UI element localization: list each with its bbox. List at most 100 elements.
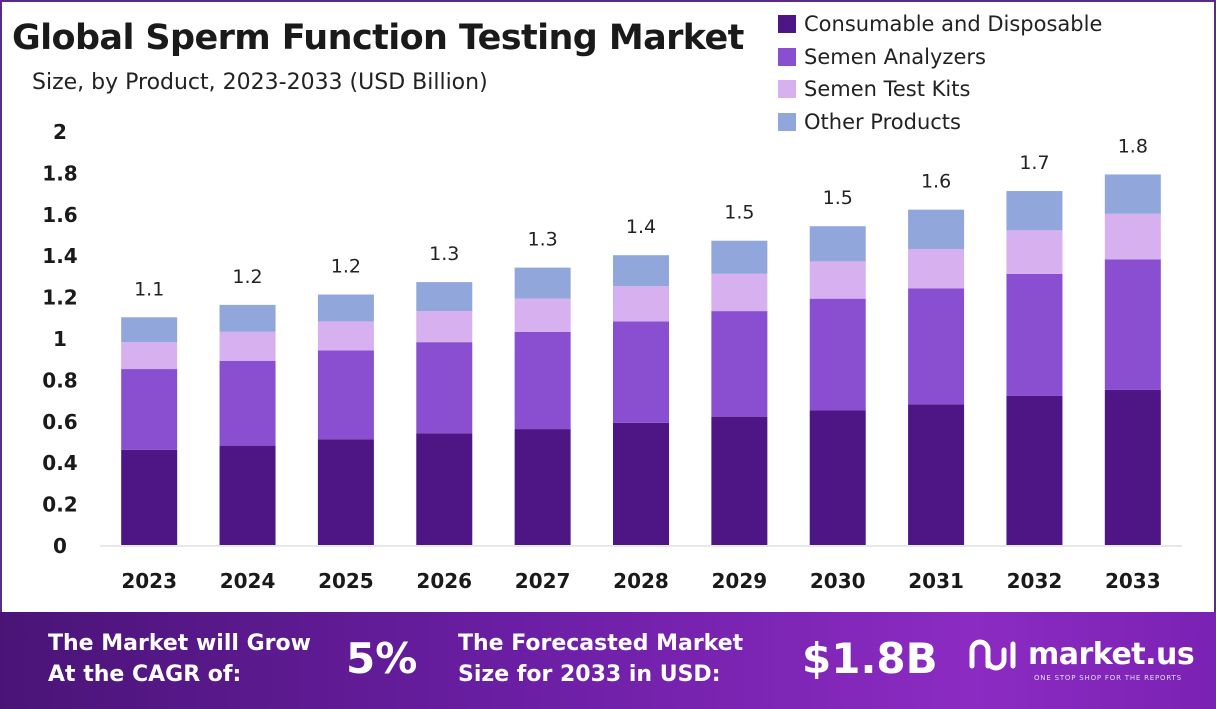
legend-item: Semen Analyzers <box>778 41 1102 74</box>
bar-segment-semen-test-kits <box>711 273 768 312</box>
bar-total-label: 1.3 <box>429 243 459 265</box>
legend-label: Consumable and Disposable <box>804 12 1103 37</box>
bar-segment-semen-analyzers <box>809 298 866 411</box>
cagr-caption: The Market will Grow At the CAGR of: <box>48 628 311 690</box>
bar-segment-semen-analyzers <box>121 369 178 450</box>
market-us-logo-icon <box>969 639 1016 671</box>
bar-segment-other-products <box>219 304 276 332</box>
bar-segment-semen-analyzers <box>908 288 965 405</box>
brand-tagline: ONE STOP SHOP FOR THE REPORTS <box>1034 674 1182 682</box>
bar-segment-other-products <box>514 267 571 299</box>
y-tick-label: 0.4 <box>42 451 77 475</box>
legend-swatch <box>778 112 796 131</box>
bar-segment-semen-test-kits <box>317 321 374 351</box>
bar-segment-semen-analyzers <box>514 331 571 430</box>
y-tick-label: 0.8 <box>42 368 77 392</box>
bar-segment-semen-test-kits <box>1006 230 1063 274</box>
bar-segment-other-products <box>711 240 768 274</box>
bar-segment-consumable-and-disposable <box>121 449 178 545</box>
x-tick-label: 2033 <box>1105 569 1161 593</box>
x-tick-label: 2032 <box>1007 569 1063 593</box>
bar-segment-other-products <box>317 294 374 322</box>
legend-label: Other Products <box>804 109 961 134</box>
chart-title: Global Sperm Function Testing Market <box>12 18 744 58</box>
x-tick-label: 2028 <box>613 569 669 593</box>
legend-label: Semen Analyzers <box>804 44 986 69</box>
y-tick-label: 0.2 <box>42 493 77 517</box>
brand-logo: market.us <box>968 636 1195 672</box>
y-tick-label: 0.6 <box>42 410 77 434</box>
bar-segment-semen-analyzers <box>416 342 473 434</box>
bar-segment-other-products <box>1104 174 1161 214</box>
cagr-caption-line2: At the CAGR of: <box>48 662 242 687</box>
bar-segment-semen-test-kits <box>613 286 669 322</box>
legend-label: Semen Test Kits <box>804 77 971 102</box>
bar-segment-semen-test-kits <box>1104 213 1161 260</box>
x-tick-label: 2025 <box>318 569 374 593</box>
forecast-value: $1.8B <box>802 634 938 683</box>
bar-segment-consumable-and-disposable <box>514 429 571 545</box>
x-tick-label: 2027 <box>515 569 571 593</box>
x-tick-label: 2024 <box>220 569 276 593</box>
y-tick-label: 1.8 <box>42 161 77 185</box>
bar-total-label: 1.2 <box>331 256 361 278</box>
bar-segment-other-products <box>809 226 866 262</box>
y-tick-label: 1.4 <box>42 244 77 268</box>
brand-name: market.us <box>1028 636 1195 672</box>
bar-segment-semen-analyzers <box>613 321 669 423</box>
bar-segment-semen-test-kits <box>514 298 571 332</box>
bar-segment-consumable-and-disposable <box>1104 389 1161 545</box>
bar-total-label: 1.5 <box>724 202 754 224</box>
bar-segment-semen-analyzers <box>711 311 768 417</box>
y-tick-label: 1.6 <box>42 203 77 227</box>
forecast-caption-line1: The Forecasted Market <box>458 631 744 656</box>
bar-segment-other-products <box>1006 191 1063 231</box>
bar-segment-consumable-and-disposable <box>809 410 866 545</box>
y-tick-label: 2 <box>53 120 67 144</box>
y-tick-label: 0 <box>53 534 67 558</box>
legend-item: Consumable and Disposable <box>778 8 1102 41</box>
bar-segment-semen-test-kits <box>416 311 473 343</box>
x-tick-label: 2026 <box>416 569 472 593</box>
y-tick-label: 1 <box>53 327 67 351</box>
bar-segment-semen-test-kits <box>809 261 866 299</box>
bar-segment-other-products <box>416 282 473 312</box>
bar-total-label: 1.1 <box>134 278 164 300</box>
cagr-caption-line1: The Market will Grow <box>48 631 311 656</box>
footer-banner: The Market will Grow At the CAGR of: 5% … <box>0 612 1216 709</box>
bar-segment-consumable-and-disposable <box>1006 395 1063 545</box>
bar-segment-semen-analyzers <box>317 350 374 440</box>
bar-segment-other-products <box>121 317 178 343</box>
bar-segment-consumable-and-disposable <box>219 445 276 545</box>
bar-segment-consumable-and-disposable <box>416 433 473 545</box>
bar-total-label: 1.7 <box>1019 152 1049 174</box>
chart-subtitle: Size, by Product, 2023-2033 (USD Billion… <box>32 70 488 95</box>
bar-segment-consumable-and-disposable <box>908 404 965 545</box>
x-tick-label: 2030 <box>810 569 866 593</box>
bar-total-label: 1.8 <box>1118 135 1148 157</box>
legend-swatch <box>778 47 796 66</box>
bar-total-label: 1.5 <box>823 187 853 209</box>
stacked-bar-chart: 0 0.2 0.4 0.6 0.8 1 1.2 1.4 1.6 1.8 2 1.1 2023 1.2 202… <box>42 120 1182 593</box>
legend: Consumable and Disposable Semen Analyzers… <box>778 8 1102 138</box>
legend-swatch <box>778 15 796 34</box>
forecast-caption-line2: Size for 2033 in USD: <box>458 662 721 687</box>
bar-segment-semen-analyzers <box>1104 259 1161 390</box>
y-tick-label: 1.2 <box>42 286 77 310</box>
bar-segment-other-products <box>613 255 669 287</box>
cagr-value: 5% <box>346 634 418 683</box>
x-tick-label: 2023 <box>121 569 177 593</box>
legend-item: Semen Test Kits <box>778 73 1102 106</box>
bar-segment-semen-analyzers <box>219 360 276 446</box>
bar-segment-consumable-and-disposable <box>711 416 768 545</box>
x-tick-label: 2029 <box>712 569 768 593</box>
x-tick-label: 2031 <box>908 569 964 593</box>
bar-segment-consumable-and-disposable <box>613 422 669 545</box>
bar-segment-consumable-and-disposable <box>317 439 374 545</box>
forecast-caption: The Forecasted Market Size for 2033 in U… <box>458 628 743 690</box>
bar-segment-semen-test-kits <box>219 331 276 361</box>
bar-total-label: 1.2 <box>232 266 262 288</box>
bar-segment-semen-test-kits <box>121 342 178 370</box>
bar-total-label: 1.6 <box>921 171 951 193</box>
